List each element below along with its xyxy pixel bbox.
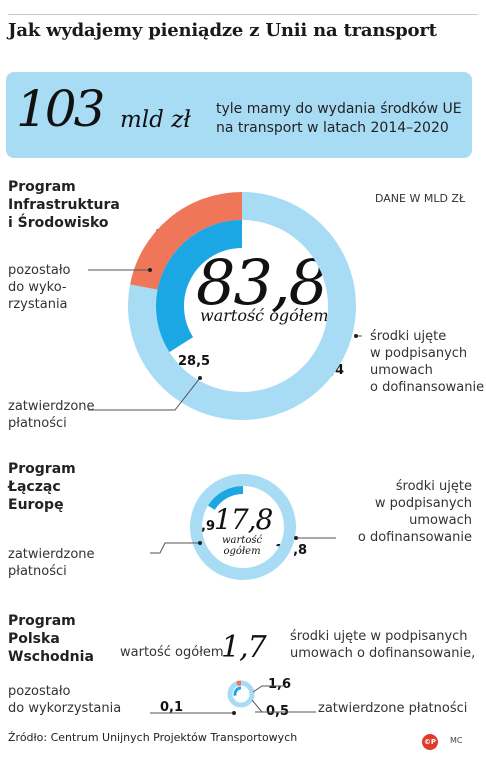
chart-1-value-paid: 28,5 bbox=[178, 354, 211, 369]
chart-3-donut bbox=[227, 680, 255, 708]
leader-dot bbox=[198, 376, 202, 380]
label-line: zatwierdzone bbox=[8, 547, 95, 562]
chart-3-total: 1,7 bbox=[221, 630, 267, 665]
label-line: środki ujęte bbox=[370, 329, 447, 344]
leader-dot bbox=[354, 334, 358, 338]
chart-1-label-remaining: pozostało do wyko- rzystania bbox=[8, 262, 70, 313]
donut-segment bbox=[190, 474, 296, 581]
program-1-line: Program bbox=[8, 179, 76, 195]
program-3-line: Program bbox=[8, 613, 76, 629]
chart-1-donut bbox=[128, 192, 356, 420]
leader-dot bbox=[148, 268, 152, 272]
leader-dot bbox=[198, 541, 202, 545]
total-label-line: ogółem bbox=[223, 546, 261, 557]
program-1-line: i Środowisko bbox=[8, 215, 109, 231]
chart-2-donut bbox=[190, 474, 296, 581]
donut-segment bbox=[236, 680, 242, 687]
program-3-title: Program Polska Wschodnia bbox=[8, 612, 94, 666]
program-1-title: Program Infrastruktura i Środowisko bbox=[8, 178, 120, 232]
chart-2-label-contracted: środki ujęte w podpisanych umowach o dof… bbox=[340, 478, 472, 546]
summary-banner bbox=[6, 72, 472, 158]
chart-2-total: 17,8 bbox=[214, 503, 273, 536]
chart-3-label-paid: zatwierdzone płatności bbox=[318, 701, 468, 716]
program-3-line: Wschodnia bbox=[8, 649, 94, 665]
chart-3-label-contracted: środki ujęte w podpisanych umowach o dof… bbox=[290, 628, 475, 662]
donut-segment bbox=[207, 486, 244, 511]
donut-segment bbox=[227, 680, 255, 708]
chart-3-total-label: wartość ogółem bbox=[120, 645, 224, 660]
label-line: środki ujęte w podpisanych bbox=[290, 629, 468, 644]
label-line: płatności bbox=[8, 416, 67, 431]
chart-1-total-label: wartość ogółem bbox=[200, 306, 329, 325]
banner-amount: 103 bbox=[16, 80, 105, 138]
program-2-title: Program Łącząc Europę bbox=[8, 460, 76, 514]
leader-line bbox=[88, 377, 201, 411]
label-line: zatwierdzone bbox=[8, 399, 95, 414]
label-line: umowach o dofinansowanie, bbox=[290, 646, 476, 661]
page-title: Jak wydajemy pieniądze z Unii na transpo… bbox=[8, 20, 437, 41]
program-2-line: Łącząc bbox=[8, 479, 61, 495]
label-line: pozostało bbox=[8, 684, 71, 699]
label-line: w podpisanych bbox=[374, 496, 472, 511]
banner-text-line2: na transport w latach 2014–2020 bbox=[216, 120, 449, 136]
program-1-line: Infrastruktura bbox=[8, 197, 120, 213]
program-3-line: Polska bbox=[8, 631, 60, 647]
label-line: do wykorzystania bbox=[8, 701, 122, 716]
label-line: do wyko- bbox=[8, 280, 67, 295]
banner-text-line1: tyle mamy do wydania środków UE bbox=[216, 101, 462, 117]
publisher-logo: ©P bbox=[422, 734, 438, 750]
program-2-line: Europę bbox=[8, 497, 64, 513]
leader-line bbox=[251, 699, 263, 713]
chart-3-value-contracted: 1,6 bbox=[268, 677, 292, 692]
chart-2-total-label: wartość ogółem bbox=[222, 535, 262, 557]
label-line: środki ujęte bbox=[395, 479, 472, 494]
donut-segment bbox=[233, 686, 242, 697]
banner-text: tyle mamy do wydania środków UE na trans… bbox=[216, 100, 462, 138]
label-line: płatności bbox=[8, 564, 67, 579]
leader-line bbox=[252, 685, 286, 693]
banner-unit: mld zł bbox=[120, 107, 191, 133]
chart-3-label-remaining: pozostało do wykorzystania bbox=[8, 683, 121, 717]
total-label-line: wartość bbox=[222, 535, 263, 546]
unit-note: DANE W MLD ZŁ bbox=[375, 192, 466, 205]
donut-segment bbox=[128, 192, 356, 420]
leader-line bbox=[150, 542, 200, 554]
label-line: w podpisanych bbox=[370, 346, 468, 361]
label-line: o dofinansowanie bbox=[370, 380, 485, 395]
label-line: o dofinansowanie bbox=[357, 530, 472, 545]
label-line: rzystania bbox=[8, 297, 68, 312]
label-line: umowach bbox=[409, 513, 472, 528]
program-2-line: Program bbox=[8, 461, 76, 477]
label-line: pozostało bbox=[8, 263, 71, 278]
chart-1-label-contracted: środki ujęte w podpisanych umowach o dof… bbox=[370, 328, 484, 396]
leader-lines bbox=[88, 268, 362, 715]
chart-1-total: 83,8 bbox=[196, 246, 328, 319]
label-line: umowach bbox=[370, 363, 433, 378]
donut-segment bbox=[156, 220, 243, 353]
chart-3-value-remaining: 0,1 bbox=[160, 700, 184, 715]
leader-dot bbox=[294, 536, 298, 540]
top-rule bbox=[8, 14, 478, 15]
source-note: Źródło: Centrum Unijnych Projektów Trans… bbox=[8, 731, 298, 744]
leader-dot bbox=[232, 711, 236, 715]
chart-1-label-paid: zatwierdzone płatności bbox=[8, 398, 95, 432]
author-credit: MC bbox=[450, 736, 463, 745]
chart-2-label-paid: zatwierdzone płatności bbox=[8, 546, 95, 580]
